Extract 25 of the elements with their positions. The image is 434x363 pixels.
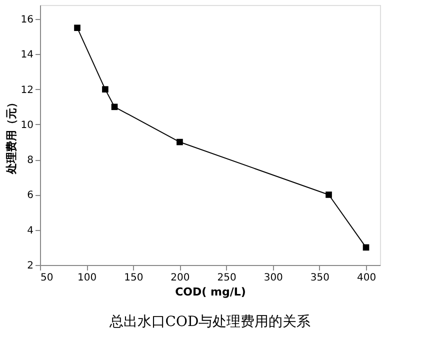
x-tick-label: 50 [40,272,54,284]
x-tick-label: 100 [78,272,97,284]
y-tick-label: 8 [27,155,34,166]
y-tick-label: 14 [20,50,34,61]
y-axis-title: 处理费用（元） [4,97,18,175]
y-tick-label: 16 [20,14,34,26]
y-tick-label: 6 [27,190,34,202]
x-tick-label: 200 [170,272,190,284]
text: 总出水口COD与处理费用的关系 [108,314,311,330]
point [326,192,332,198]
point [176,138,183,146]
point [362,244,370,251]
x-axis-title: COD( mg/L) [175,286,246,298]
y-tick-label: 10 [20,120,34,131]
y-tick-label: 4 [27,225,34,236]
x-tick-label: 150 [124,272,144,284]
x-tick-label: 250 [217,272,236,284]
x-tick-label: 350 [310,272,330,284]
point [74,24,80,31]
x-tick-label: 400 [356,272,376,284]
y-tick-label: 2 [27,260,34,272]
point [102,86,108,92]
x-tick-label: 300 [264,272,283,284]
point [111,104,118,110]
y-tick-label: 12 [20,84,34,96]
